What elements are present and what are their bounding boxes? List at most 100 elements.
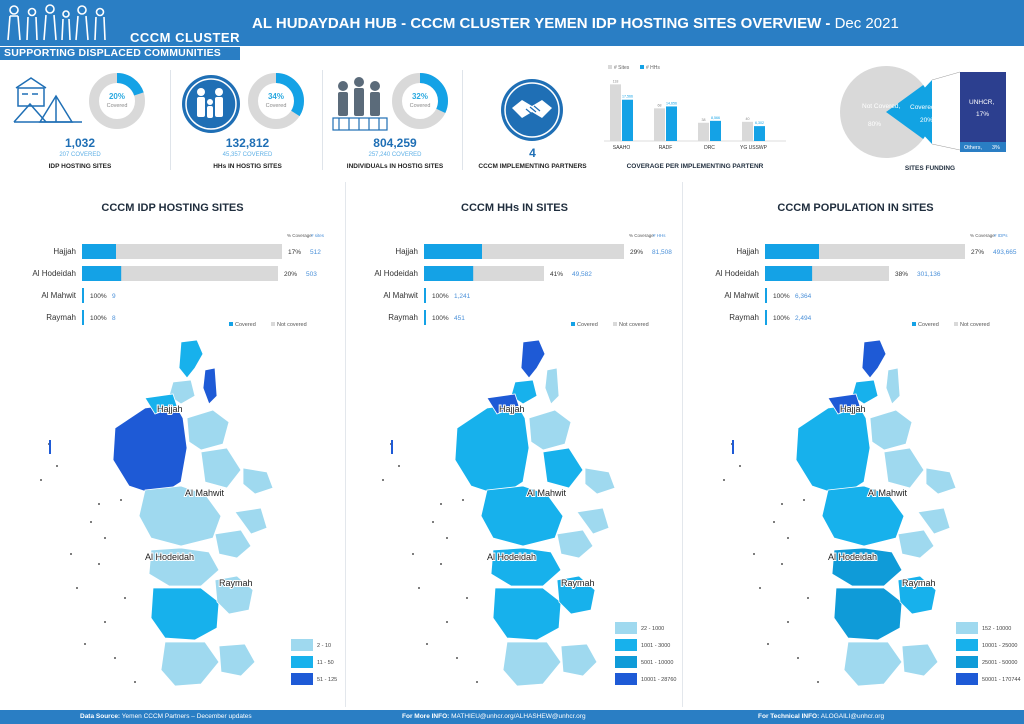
district-area[interactable] [795,403,871,497]
partner-bar [698,122,709,141]
island-dot [797,657,799,659]
place-label: Al Mahwit [185,488,225,498]
island-dot [462,499,464,501]
district-area[interactable] [490,547,562,587]
district-area[interactable] [234,507,268,535]
district-area[interactable] [148,547,220,587]
district-area[interactable] [917,507,951,535]
legend-swatch-not-covered [613,322,617,326]
district-area[interactable] [897,575,937,615]
partner-category-label: RADF [659,145,673,151]
island-dot [456,657,458,659]
district-area[interactable] [560,643,598,677]
district-area[interactable] [502,641,562,687]
district-area[interactable] [556,575,596,615]
district-area[interactable] [869,409,913,451]
legend-swatch-hhs [640,65,644,69]
pie-label-covered: Covered, [910,104,937,111]
district-area[interactable] [200,447,242,489]
district-area[interactable] [883,447,925,489]
district-area[interactable] [861,339,887,379]
bar-pct-label: 17% [288,249,301,256]
kpi-individuals-label: INDIVIDUALs IN HOSTIG SITES [346,163,444,170]
district-area[interactable] [833,587,903,641]
district-area[interactable] [202,367,218,405]
bar-category-label: Al Hodeidah [374,269,418,278]
bar-category-label: Raymah [729,313,759,322]
map-legend-swatch [291,656,313,668]
district-area[interactable] [925,467,957,495]
island-dot [104,537,106,539]
bar-total-label: 503 [306,271,317,278]
bar-category-label: Raymah [388,313,418,322]
district-area[interactable] [168,379,196,405]
district-area[interactable] [242,467,274,495]
district-area[interactable] [542,447,584,489]
kpi-hhs-donut: 34% Covered [247,72,305,130]
kpi-divider [462,70,463,170]
district-area[interactable] [556,529,594,559]
district-area[interactable] [160,641,220,687]
district-area[interactable] [218,643,256,677]
bar-others [960,142,1006,152]
district-area[interactable] [214,575,254,615]
island-dot [446,537,448,539]
partner-bar [622,99,633,141]
district-area[interactable] [214,529,252,559]
footer-info-text[interactable]: MATHIEU@unhcr.org/ALHASHEW@unhcr.org [449,713,586,720]
district-area[interactable] [144,393,178,415]
legend-swatch-not-covered [271,322,275,326]
footer-tech-text[interactable]: ALOGAILI@unhcr.org [819,713,885,720]
map-legend-label: 5001 - 10000 [641,660,673,666]
district-area[interactable] [480,485,564,547]
district-area[interactable] [885,367,901,405]
district-area[interactable] [821,485,905,547]
bar-category-label: Raymah [46,313,76,322]
district-area[interactable] [576,507,610,535]
district-area[interactable] [827,393,861,415]
district-area[interactable] [584,467,616,495]
district-area[interactable] [150,587,220,641]
district-area[interactable] [520,339,546,379]
district-area[interactable] [486,393,520,415]
district-area[interactable] [897,529,935,559]
district-area[interactable] [112,403,188,497]
bar-covered [82,266,122,281]
page-title-text: AL HUDAYDAH HUB - CCCM CLUSTER YEMEN IDP… [252,15,831,32]
camp-icon [13,77,82,123]
place-label: Al Hodeidah [828,552,877,562]
bar-covered [765,266,813,281]
pie-pct-covered: 20% [920,117,933,124]
district-area[interactable] [492,587,562,641]
bar-total-label: 493,665 [993,249,1017,256]
district-area[interactable] [138,485,222,547]
district-area[interactable] [510,379,538,405]
coverage-legend-head: % Coverage [287,233,312,238]
district-area[interactable] [528,409,572,451]
kpi-hhs-percent: 34% [267,92,284,101]
district-area[interactable] [544,367,560,405]
bar-covered [82,310,84,325]
footer-info: For More INFO: MATHIEU@unhcr.org/ALHASHE… [402,713,586,720]
bar-covered [765,310,767,325]
individuals-icon [332,77,388,131]
district-area[interactable] [843,641,903,687]
district-area[interactable] [831,547,903,587]
partner-bar [666,106,677,141]
footer-tech-label: For Technical INFO: [758,713,820,720]
bar-category-label: Al Mahwit [41,291,76,300]
island-dot [418,587,420,589]
district-area[interactable] [186,409,230,451]
partner-bar-value: 40 [746,117,750,121]
district-area[interactable] [178,339,204,379]
bar-covered [424,266,474,281]
place-label: Al Mahwit [527,488,567,498]
island-dot [440,563,442,565]
district-area[interactable] [454,403,530,497]
kpi-divider [170,70,171,170]
district-area[interactable] [901,643,939,677]
bar-pct-label: 100% [90,293,107,300]
island-dot [40,479,42,481]
bar-covered [82,244,116,259]
district-area[interactable] [851,379,879,405]
